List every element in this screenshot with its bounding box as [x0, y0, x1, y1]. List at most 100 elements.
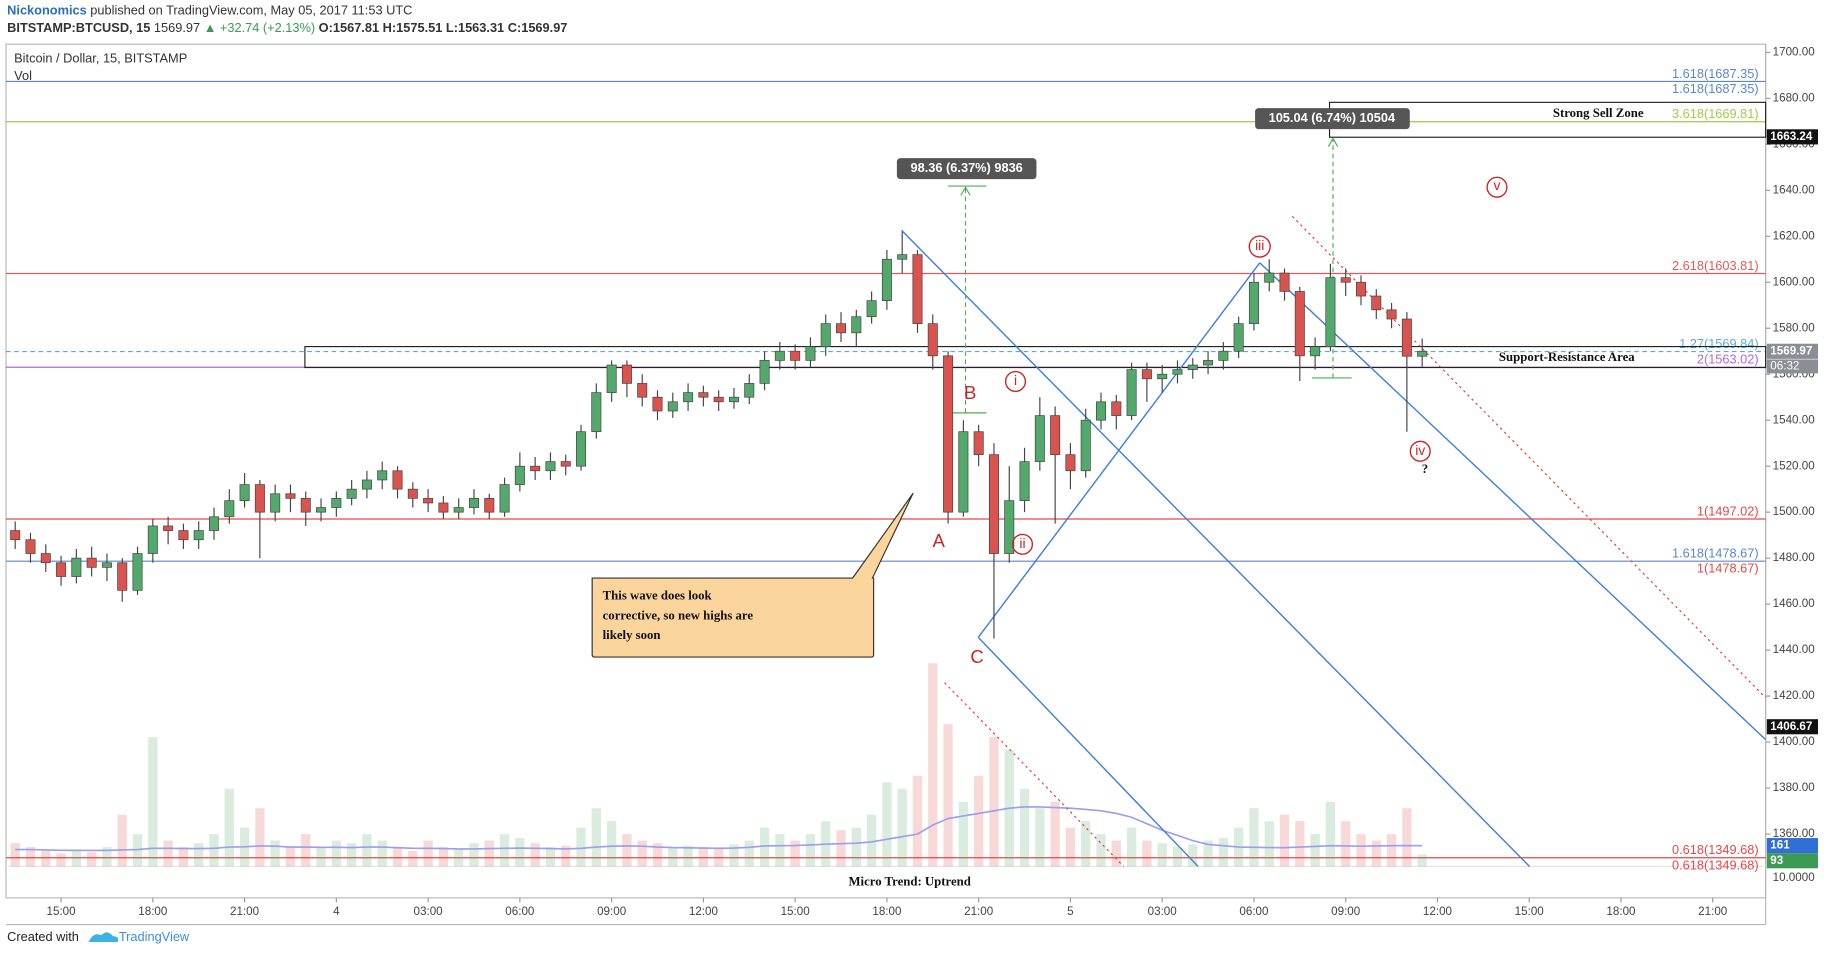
measure-label: 98.36 (6.37%) 9836 — [911, 160, 1023, 175]
volume-bar — [714, 848, 724, 867]
candle-body — [193, 530, 204, 541]
volume-bar — [1096, 834, 1106, 867]
x-tick-label: 09:00 — [1331, 905, 1361, 918]
volume-bar — [606, 821, 617, 867]
price-marker — [1766, 719, 1818, 735]
volume-bar — [958, 801, 969, 867]
volume-bar — [71, 849, 82, 867]
candle-body — [468, 498, 479, 508]
candle-body — [346, 488, 357, 499]
y-tick-label: 1500.00 — [1773, 505, 1816, 518]
volume-bar — [1264, 821, 1274, 867]
candle-body — [254, 484, 265, 513]
candle-body — [101, 562, 112, 568]
wave-label: i — [1014, 372, 1017, 388]
volume-bar — [989, 737, 999, 867]
volume-bar — [866, 814, 877, 867]
callout-box — [591, 492, 914, 658]
volume-bar — [285, 847, 296, 867]
volume-bar — [346, 843, 357, 867]
candle-body — [698, 392, 709, 398]
candle-body — [40, 553, 51, 564]
volume-bar — [1188, 844, 1198, 867]
candle-body — [392, 470, 403, 490]
level-label: 0.618(1349.68) — [1672, 857, 1759, 872]
wave-ring — [1409, 440, 1431, 462]
candle-body — [897, 254, 908, 260]
candle-body — [728, 396, 739, 403]
candle-body — [1248, 281, 1259, 324]
candle-body — [1264, 272, 1275, 283]
level-label: 1.618(1687.35) — [1672, 81, 1759, 96]
sr-label: Support-Resistance Area — [1499, 350, 1635, 364]
candle-body — [1065, 454, 1076, 472]
candle-body — [1034, 415, 1045, 462]
level-label: 2.618(1603.81) — [1672, 258, 1759, 273]
candle-body — [851, 316, 862, 334]
candle-body — [1187, 364, 1198, 370]
wave-ring — [1248, 235, 1271, 258]
trend-label: Micro Trend: Uptrend — [848, 875, 970, 889]
candle-body — [316, 507, 327, 513]
volume-bar — [454, 849, 464, 867]
chart-title: Bitcoin / Dollar, 15, BITSTAMP — [14, 51, 187, 66]
callout-line: likely soon — [603, 628, 661, 642]
level-label: 0.618(1349.68) — [1672, 842, 1759, 857]
candle-body — [407, 488, 418, 499]
volume-bar — [41, 850, 51, 867]
y-tick-label: 1400.00 — [1773, 735, 1816, 748]
wave-label: ii — [1019, 535, 1025, 551]
candle-body — [331, 498, 342, 508]
candle-body — [530, 465, 541, 472]
volume-bar — [545, 847, 556, 867]
last-price-label: 1569.97 — [1770, 344, 1812, 357]
candle-body — [163, 525, 174, 531]
x-tick-label: 12:00 — [1423, 905, 1453, 918]
price-marker — [1766, 129, 1818, 145]
candle-body — [1080, 419, 1091, 472]
y-tick-label: 1620.00 — [1773, 229, 1816, 242]
volume-bar — [652, 843, 663, 867]
candle-body — [10, 530, 21, 541]
measure-badge — [1255, 108, 1410, 130]
candle-body — [1126, 369, 1137, 416]
y-tick-label: 1420.00 — [1773, 689, 1816, 702]
level-label: 1(1497.02) — [1697, 503, 1759, 518]
candles — [10, 231, 1428, 639]
volume-bar — [331, 840, 341, 867]
volume-bar — [622, 834, 632, 867]
volume-bar — [1203, 840, 1213, 867]
volume-bar — [515, 837, 525, 867]
volume-bar — [1172, 847, 1183, 867]
volume-bar — [194, 843, 204, 867]
candle-body — [224, 500, 235, 518]
callout-line: corrective, so new highs are — [603, 608, 754, 622]
candle-body — [576, 431, 587, 467]
x-tick-label: 15:00 — [1515, 905, 1545, 918]
x-tick-label: 03:00 — [414, 905, 444, 918]
y-tick-label: 1480.00 — [1773, 551, 1816, 564]
volume-bar — [1081, 821, 1091, 867]
last-price — [1766, 343, 1818, 359]
candle-body — [790, 350, 801, 361]
volume-bar — [1157, 843, 1167, 867]
volume-bar — [637, 840, 647, 867]
candle-body — [759, 360, 770, 384]
volume-bar — [270, 840, 280, 867]
candle-body — [71, 557, 82, 577]
x-tick-label: 06:00 — [505, 905, 535, 918]
header-line-1: Nickonomics published on TradingView.com… — [7, 3, 412, 18]
measure-label: 105.04 (6.74%) 10504 — [1269, 110, 1396, 125]
candle-body — [1371, 295, 1382, 311]
wave-label: iv — [1415, 442, 1425, 458]
candle-body — [1203, 360, 1214, 366]
y-tick-label: 1440.00 — [1773, 643, 1816, 656]
candle-body — [1172, 369, 1183, 375]
candle-body — [1325, 277, 1336, 347]
question-mark: ? — [1422, 462, 1428, 476]
volume-bar — [316, 847, 326, 867]
candle-body — [927, 323, 938, 357]
y-tick-label: 1680.00 — [1773, 91, 1816, 104]
y-tick-label: 1360.00 — [1773, 827, 1816, 840]
